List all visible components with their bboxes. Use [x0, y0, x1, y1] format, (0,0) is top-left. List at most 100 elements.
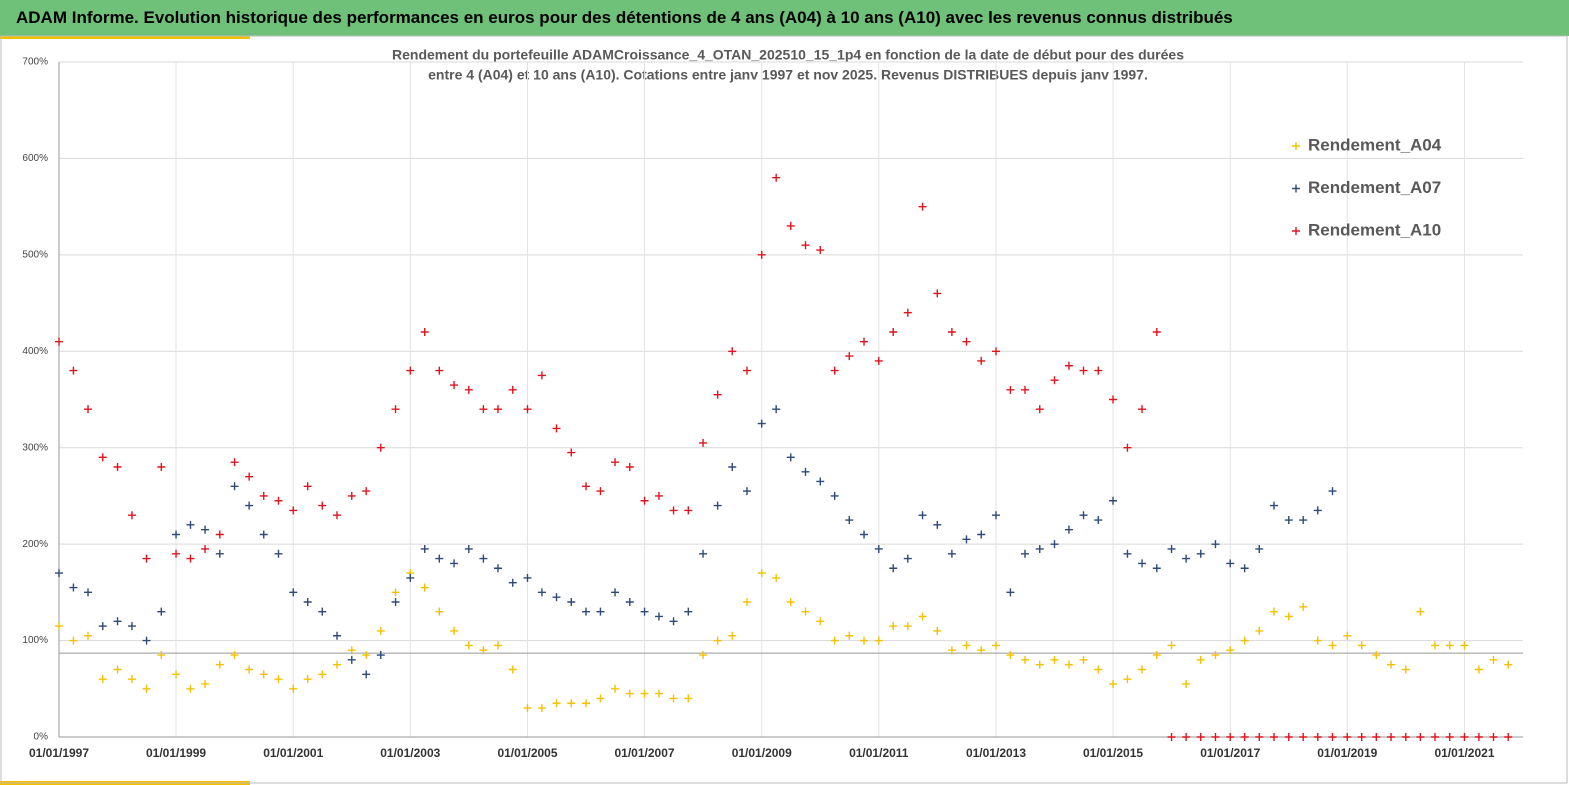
point — [127, 675, 136, 684]
point — [464, 385, 473, 394]
point — [1167, 641, 1176, 650]
point — [1182, 679, 1191, 688]
point — [362, 651, 371, 660]
point — [186, 520, 195, 529]
point — [1328, 487, 1337, 496]
point — [215, 660, 224, 669]
point — [684, 607, 693, 616]
point — [1255, 544, 1264, 553]
point — [582, 482, 591, 491]
point — [728, 347, 737, 356]
point — [684, 694, 693, 703]
point — [1021, 655, 1030, 664]
point — [84, 405, 93, 414]
point — [1211, 733, 1220, 741]
point — [1182, 554, 1191, 563]
point — [1006, 385, 1015, 394]
point — [552, 699, 561, 708]
legend-label: Rendement_A04 — [1308, 135, 1442, 154]
point — [742, 598, 751, 606]
point — [303, 482, 312, 491]
point — [1109, 679, 1118, 688]
point — [772, 173, 781, 182]
point — [1357, 733, 1366, 741]
point — [1079, 366, 1088, 375]
point — [1021, 385, 1030, 394]
point — [157, 607, 166, 616]
point — [1138, 665, 1147, 674]
point — [1050, 376, 1059, 385]
point — [654, 491, 663, 500]
point — [537, 371, 546, 380]
point — [1313, 636, 1322, 645]
point — [376, 626, 385, 635]
point — [318, 670, 327, 679]
point — [376, 651, 385, 660]
point — [962, 641, 971, 650]
point — [918, 612, 927, 621]
point — [1387, 660, 1396, 669]
x-tick-label: 01/01/2009 — [732, 746, 792, 760]
point — [376, 443, 385, 452]
point — [464, 544, 473, 553]
point — [567, 448, 576, 457]
legend-label: Rendement_A10 — [1308, 220, 1441, 239]
point — [1094, 516, 1103, 525]
point — [450, 626, 459, 635]
point — [69, 636, 78, 645]
point — [69, 583, 78, 592]
point — [845, 631, 854, 640]
point — [493, 405, 502, 414]
point — [1123, 549, 1132, 558]
point — [1064, 660, 1073, 669]
point — [1328, 641, 1337, 650]
point — [1123, 443, 1132, 452]
point — [1226, 646, 1235, 655]
point — [903, 308, 912, 317]
point — [1460, 733, 1469, 741]
point — [611, 588, 620, 597]
point — [1313, 506, 1322, 515]
point — [728, 631, 737, 640]
point — [1284, 612, 1293, 621]
point — [1489, 733, 1498, 741]
point — [289, 506, 298, 515]
point — [391, 405, 400, 414]
x-tick-label: 01/01/1997 — [29, 746, 89, 760]
point — [1035, 660, 1044, 669]
point — [933, 520, 942, 529]
point — [845, 352, 854, 361]
point — [1270, 501, 1278, 510]
point — [1474, 665, 1483, 674]
point — [391, 598, 400, 606]
point — [991, 511, 1000, 520]
point — [1138, 405, 1147, 414]
point — [1035, 405, 1044, 414]
y-tick-label: 400% — [22, 346, 48, 357]
point — [1123, 675, 1132, 684]
point — [552, 593, 561, 602]
point — [142, 684, 151, 693]
point — [699, 438, 708, 447]
point — [1460, 641, 1469, 650]
legend-marker — [1292, 142, 1300, 150]
point — [435, 607, 444, 616]
point — [1401, 733, 1410, 741]
point — [464, 641, 473, 650]
point — [918, 511, 927, 520]
point — [977, 530, 986, 539]
point — [654, 612, 663, 621]
point — [406, 573, 415, 582]
point — [98, 675, 107, 684]
point — [918, 202, 927, 211]
chart-title: entre 4 (A04) et 10 ans (A10). Cotations… — [428, 67, 1148, 83]
point — [201, 679, 210, 688]
point — [450, 559, 459, 568]
point — [1079, 511, 1088, 520]
point — [318, 501, 327, 510]
point — [420, 583, 429, 592]
point — [1372, 733, 1381, 741]
x-tick-label: 01/01/2007 — [615, 746, 675, 760]
x-tick-label: 01/01/2003 — [380, 746, 440, 760]
point — [84, 631, 93, 640]
